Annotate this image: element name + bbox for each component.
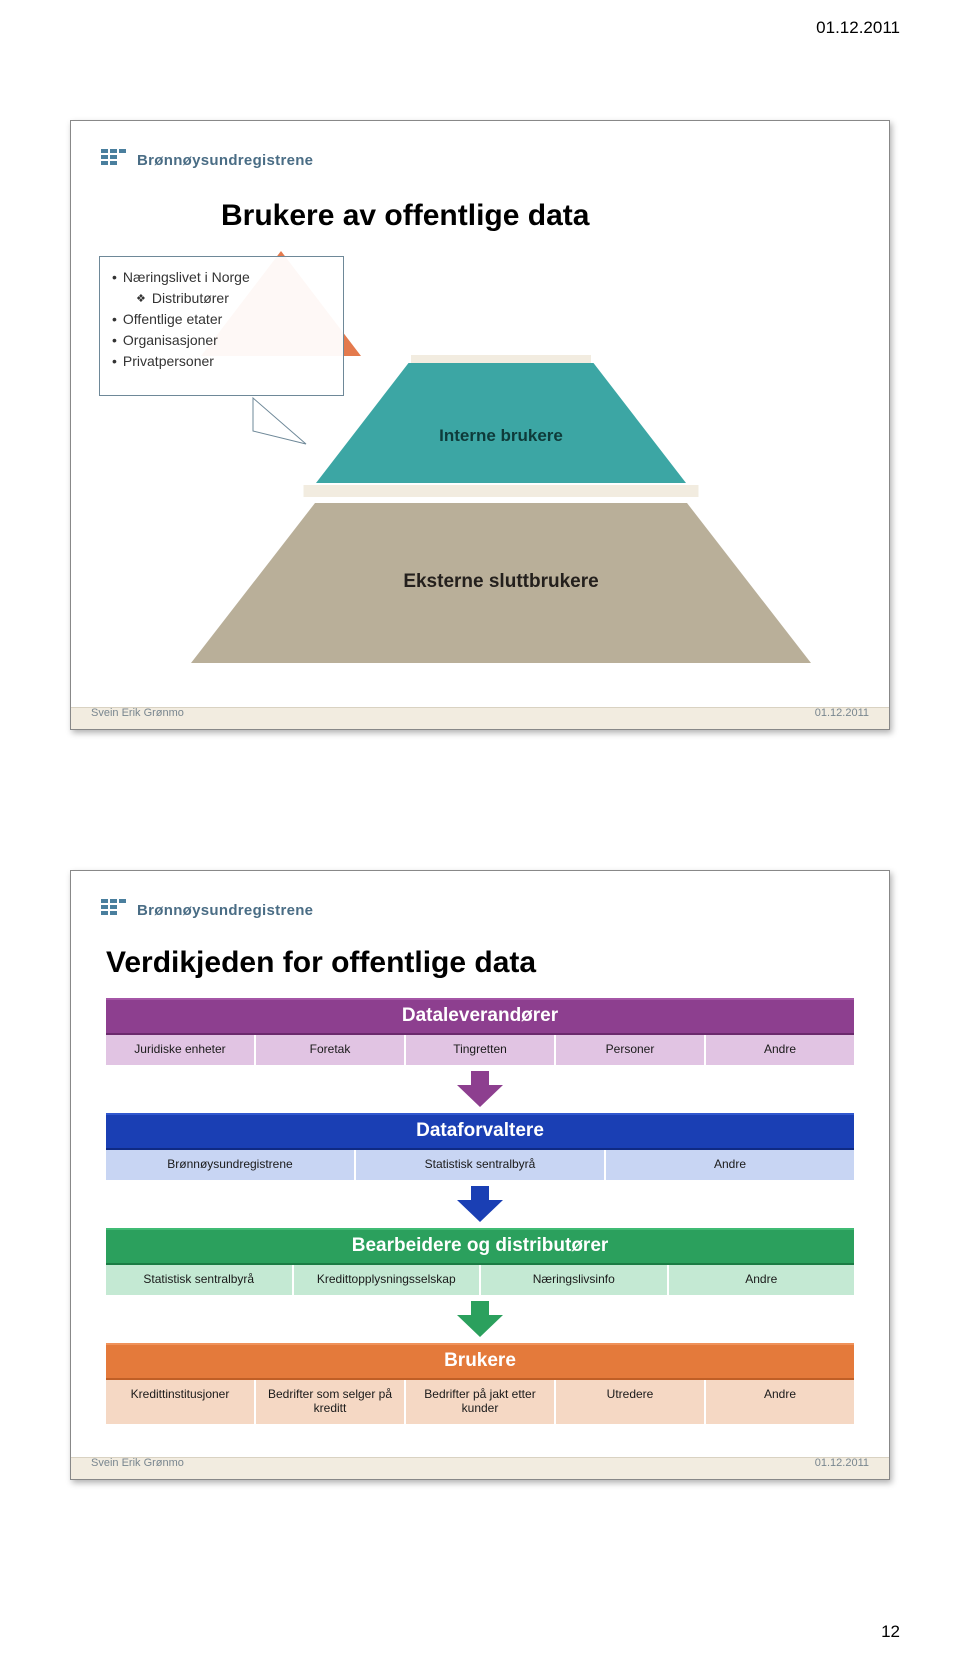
band3-header: Bearbeidere og distributører <box>106 1228 854 1265</box>
band2-header: Dataforvaltere <box>106 1113 854 1150</box>
slide-footer-band <box>71 707 889 729</box>
pyramid-mid-label: Interne brukere <box>439 426 563 446</box>
callout-item-4: Organisasjoner <box>112 330 331 351</box>
slide-footer-band <box>71 1457 889 1479</box>
band2-cell: Statistisk sentralbyrå <box>356 1150 606 1180</box>
page-date: 01.12.2011 <box>816 18 900 38</box>
band3-cell: Andre <box>669 1265 855 1295</box>
band3-cell: Statistisk sentralbyrå <box>106 1265 294 1295</box>
slide-1: Brønnøysundregistrene Brukere av offentl… <box>70 120 890 730</box>
pyramid-bottom-label: Eksterne sluttbrukere <box>403 571 598 593</box>
slide1-footer-date: 01.12.2011 <box>815 707 869 719</box>
pyramid-top-label: Interes- senter <box>476 299 527 333</box>
band1-header: Dataleverandører <box>106 998 854 1035</box>
band-dataleverandorer: Dataleverandører Juridiske enheter Foret… <box>106 998 854 1065</box>
arrow-down-icon <box>106 1186 854 1222</box>
band2-cell: Andre <box>606 1150 854 1180</box>
pyramid-mid-layer <box>316 363 686 483</box>
band1-cell: Foretak <box>256 1035 406 1065</box>
callout-item-5: Privatpersoner <box>112 351 331 372</box>
band4-cell: Bedrifter som selger på kreditt <box>256 1380 406 1424</box>
band-dataforvaltere: Dataforvaltere Brønnøysundregistrene Sta… <box>106 1113 854 1180</box>
band1-cell: Andre <box>706 1035 854 1065</box>
slide1-title: Brukere av offentlige data <box>221 199 589 233</box>
band2-cell: Brønnøysundregistrene <box>106 1150 356 1180</box>
slide2-footer-author: Svein Erik Grønmo <box>91 1457 184 1469</box>
band-bearbeidere: Bearbeidere og distributører Statistisk … <box>106 1228 854 1295</box>
band1-cell: Juridiske enheter <box>106 1035 256 1065</box>
slide2-title: Verdikjeden for offentlige data <box>106 946 854 980</box>
slide1-footer-author: Svein Erik Grønmo <box>91 707 184 719</box>
brand-mark-icon <box>101 899 127 921</box>
callout-item-1: Næringslivet i Norge <box>112 267 331 288</box>
callout-item-3: Offentlige etater <box>112 309 331 330</box>
band4-cell: Utredere <box>556 1380 706 1424</box>
slide-2: Brønnøysundregistrene Verdikjeden for of… <box>70 870 890 1480</box>
pyramid-gap-2 <box>304 485 699 497</box>
brand-mark-icon <box>101 149 127 171</box>
brand-name: Brønnøysundregistrene <box>137 902 313 919</box>
brand-logo: Brønnøysundregistrene <box>101 149 313 171</box>
brand-logo: Brønnøysundregistrene <box>101 899 313 921</box>
band3-cell: Kredittopplysningsselskap <box>294 1265 482 1295</box>
band4-cell: Andre <box>706 1380 854 1424</box>
callout-item-2: Distributører <box>112 288 331 309</box>
arrow-down-icon <box>106 1071 854 1107</box>
page-number: 12 <box>881 1622 900 1642</box>
band3-cell: Næringslivsinfo <box>481 1265 669 1295</box>
brand-name: Brønnøysundregistrene <box>137 152 313 169</box>
slide2-footer-date: 01.12.2011 <box>815 1457 869 1469</box>
band4-cell: Kredittinstitusjoner <box>106 1380 256 1424</box>
arrow-down-icon <box>106 1301 854 1337</box>
band4-cell: Bedrifter på jakt etter kunder <box>406 1380 556 1424</box>
band1-cell: Personer <box>556 1035 706 1065</box>
band1-cell: Tingretten <box>406 1035 556 1065</box>
band-brukere: Brukere Kredittinstitusjoner Bedrifter s… <box>106 1343 854 1424</box>
band4-header: Brukere <box>106 1343 854 1380</box>
callout-box: Næringslivet i Norge Distributører Offen… <box>99 256 344 396</box>
callout-pointer-icon <box>251 396 311 456</box>
